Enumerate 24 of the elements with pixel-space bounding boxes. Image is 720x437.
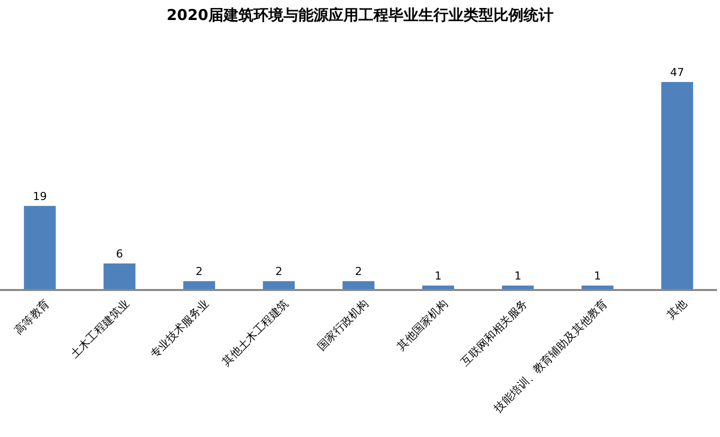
x-tick-label: 其他	[664, 297, 690, 322]
bar	[24, 206, 56, 290]
data-label: 1	[514, 270, 522, 283]
data-label: 47	[670, 66, 684, 79]
data-label: 19	[32, 190, 47, 203]
x-tick-label: 国家行政机构	[314, 297, 371, 353]
x-tick-label: 互联网和相关服务	[458, 297, 530, 368]
x-tick-label: 其他国家机构	[394, 297, 450, 353]
chart-title: 2020届建筑环境与能源应用工程毕业生行业类型比例统计	[166, 6, 554, 24]
data-label: 1	[594, 270, 601, 283]
x-tick-label: 高等教育	[12, 297, 52, 338]
data-label: 2	[355, 265, 362, 278]
bar	[262, 281, 295, 290]
bar	[183, 281, 216, 290]
x-tick-label: 专业技术服务业	[148, 297, 212, 361]
data-label: 2	[275, 265, 282, 278]
x-tick-label: 其他土木工程建筑	[220, 297, 292, 368]
bar	[104, 263, 136, 290]
x-tick-label: 土木工程建筑业	[68, 297, 132, 361]
bar	[661, 82, 694, 290]
bar	[342, 281, 374, 290]
data-label: 6	[116, 247, 123, 260]
data-label: 1	[434, 270, 442, 283]
data-label: 2	[196, 265, 203, 278]
